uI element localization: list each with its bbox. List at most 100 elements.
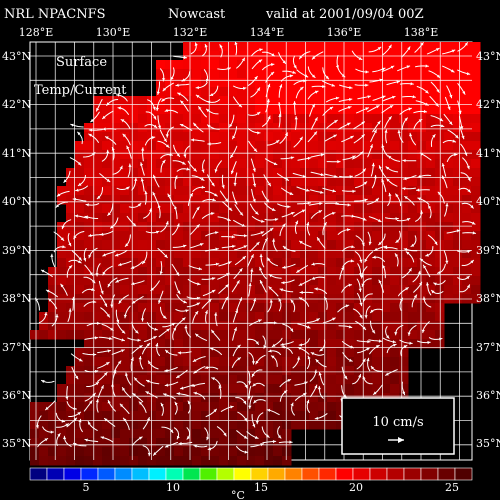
sst-cell [318,78,328,88]
sst-cell [327,78,337,88]
current-arrowhead [358,288,362,292]
sst-cell [255,69,265,79]
sst-cell [246,303,256,313]
current-arrowhead [134,377,138,381]
sst-cell [273,312,283,322]
sst-cell [345,114,355,124]
sst-cell [372,96,382,106]
sst-cell [363,123,373,133]
sst-cell [345,42,355,52]
sst-cell [210,420,220,430]
sst-cell [354,267,364,277]
current-arrowhead [319,201,323,206]
sst-cell [120,285,130,295]
current-arrowhead [376,105,380,109]
sst-cell [444,285,454,295]
current-arrowhead [277,435,281,439]
sst-cell [246,438,256,448]
sst-cell [147,456,157,466]
current-arrowhead [267,408,271,412]
sst-cell [165,384,175,394]
sst-cell [327,402,337,412]
sst-cell [417,267,427,277]
sst-cell [273,240,283,250]
sst-cell [390,60,400,70]
latitude-labels-right: 43°N 42°N 41°N 40°N 39°N 38°N 37°N 36°N … [476,50,500,450]
current-arrowhead [255,420,259,424]
sst-cell [291,267,301,277]
sst-cell [120,321,130,331]
sst-cell [156,141,166,151]
sst-cell [246,150,256,160]
current-arrowhead [208,447,212,451]
current-arrowhead [347,203,351,207]
sst-cell [327,285,337,295]
current-arrowhead [132,393,136,397]
sst-cell [174,276,184,286]
sst-cell [228,420,238,430]
sst-cell [327,195,337,205]
sst-cell [327,348,337,358]
current-arrowhead [299,241,303,244]
current-arrowhead [175,83,179,87]
sst-cell [345,69,355,79]
current-arrowhead [361,283,365,287]
sst-cell [417,177,427,187]
current-arrowhead [371,366,375,370]
sst-cell [165,186,175,196]
current-arrowhead [319,348,323,351]
sst-cell [417,78,427,88]
sst-cell [444,204,454,214]
sst-cell [174,60,184,70]
sst-cell [201,339,211,349]
current-arrowhead [304,381,308,385]
sst-cell [201,249,211,259]
current-arrowhead [404,117,408,121]
sst-cell [165,96,175,106]
current-arrowhead [131,282,135,286]
sst-cell [327,141,337,151]
sst-cell [417,96,427,106]
sst-cell [399,366,409,376]
sst-cell [66,222,76,232]
sst-cell [381,276,391,286]
sst-cell [210,312,220,322]
sst-cell [363,375,373,385]
sst-cell [210,438,220,448]
sst-cell [237,87,247,97]
current-arrowhead [413,294,417,299]
sst-cell [282,96,292,106]
sst-cell [372,168,382,178]
sst-cell [255,258,265,268]
current-arrowhead [300,87,304,91]
sst-cell [120,330,130,340]
sst-cell [282,186,292,196]
sst-cell [336,132,346,142]
current-arrowhead [144,191,148,195]
current-arrowhead [332,189,336,193]
current-arrowhead [169,152,173,157]
current-arrowhead [364,315,368,318]
sst-cell [246,60,256,70]
sst-cell [129,168,139,178]
sst-cell [345,222,355,232]
sst-cell [399,231,409,241]
sst-cell [228,186,238,196]
sst-cell [93,339,103,349]
sst-cell [318,249,328,259]
current-arrowhead [189,193,193,197]
sst-cell [255,96,265,106]
current-arrowhead [352,189,356,193]
sst-cell [165,456,175,466]
sst-cell [264,69,274,79]
sst-cell [201,267,211,277]
sst-cell [201,393,211,403]
sst-cell [309,420,319,430]
sst-cell [192,60,202,70]
sst-cell [363,285,373,295]
sst-cell [462,213,472,223]
sst-cell [291,87,301,97]
sst-cell [138,186,148,196]
current-arrowhead [88,254,92,258]
sst-cell [75,240,85,250]
